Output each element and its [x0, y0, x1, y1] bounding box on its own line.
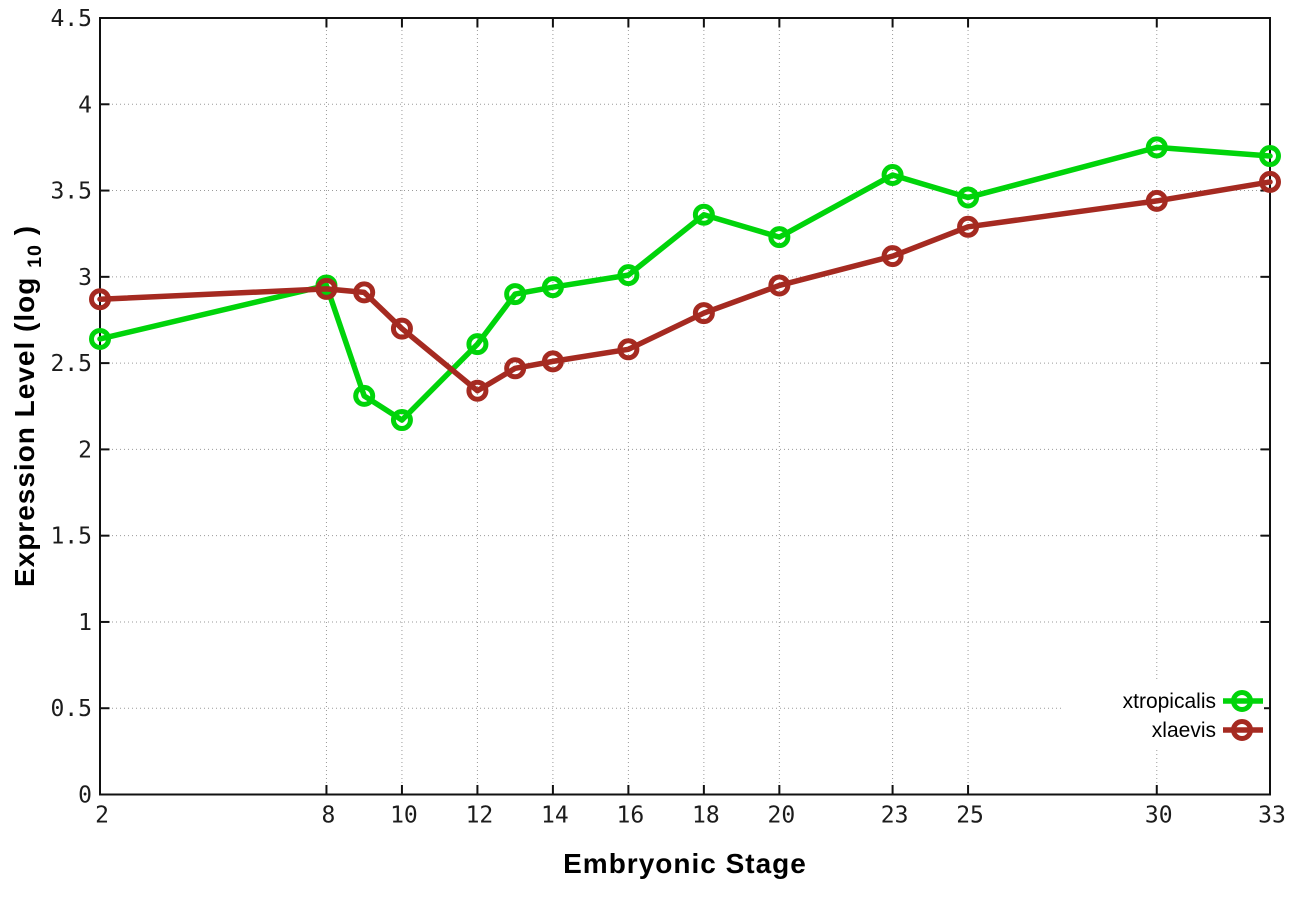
- y-axis-title-main: Expression Level (log: [9, 277, 40, 587]
- data-point-marker-xlaevis: [957, 215, 980, 238]
- data-point-marker-xtropicalis: [466, 333, 489, 356]
- y-tick-label: 4: [78, 92, 92, 118]
- data-point-marker-xlaevis: [881, 245, 904, 268]
- data-point-marker-xtropicalis: [353, 384, 376, 407]
- x-tick-label: 30: [1145, 803, 1173, 829]
- y-tick-label: 4.5: [50, 6, 92, 32]
- legend-label-xlaevis: xlaevis: [1152, 719, 1216, 742]
- axis-labels-layer: Embryonic Stage Expression Level (log 10…: [9, 225, 1264, 879]
- x-tick-label: 18: [692, 803, 720, 829]
- x-axis-title: Embryonic Stage: [563, 848, 807, 879]
- x-tick-label: 14: [541, 803, 569, 829]
- y-tick-label: 0.5: [50, 696, 92, 722]
- y-axis-title-end: ): [9, 225, 40, 235]
- x-tick-label: 8: [322, 803, 336, 829]
- y-axis-title-subscript: 10: [24, 244, 46, 268]
- data-point-marker-xtropicalis: [1145, 136, 1168, 159]
- x-tick-label: 20: [768, 803, 796, 829]
- x-tick-label: 16: [617, 803, 645, 829]
- data-point-marker-xtropicalis: [957, 186, 980, 209]
- legend-marker-xlaevis: [1223, 719, 1263, 741]
- data-point-marker-xlaevis: [504, 357, 527, 380]
- data-point-marker-xlaevis: [1145, 189, 1168, 212]
- data-point-marker-xtropicalis: [1259, 145, 1281, 168]
- y-tick-label: 1.5: [50, 524, 92, 550]
- data-point-marker-xtropicalis: [768, 226, 791, 249]
- data-point-marker-xtropicalis: [89, 327, 111, 350]
- data-point-marker-xlaevis: [466, 379, 489, 402]
- x-tick-label: 25: [956, 803, 984, 829]
- y-tick-label: 2.5: [50, 351, 92, 377]
- data-point-marker-xlaevis: [692, 302, 715, 325]
- x-tick-label: 33: [1258, 803, 1286, 829]
- data-point-marker-xlaevis: [89, 288, 111, 311]
- legend-background: [1062, 681, 1264, 747]
- data-point-marker-xlaevis: [315, 277, 338, 300]
- data-point-marker-xlaevis: [541, 350, 564, 373]
- y-tick-label: 3: [78, 265, 92, 291]
- plot-border: [99, 17, 1271, 796]
- data-point-marker-xtropicalis: [881, 164, 904, 187]
- data-point-marker-xlaevis: [390, 317, 413, 340]
- data-point-marker-xlaevis: [617, 338, 640, 361]
- series-line-xlaevis: [97, 179, 1273, 394]
- data-point-marker-xtropicalis: [692, 203, 715, 226]
- series-line-xtropicalis: [97, 144, 1273, 423]
- y-tick-label: 3.5: [50, 179, 92, 205]
- x-tick-label: 2: [95, 803, 109, 829]
- y-tick-label: 1: [78, 610, 92, 636]
- legend-marker-xtropicalis: [1223, 690, 1263, 712]
- data-point-marker-xtropicalis: [390, 409, 413, 432]
- y-tick-label: 0: [78, 783, 92, 809]
- y-tick-label: 2: [78, 437, 92, 463]
- x-tick-label: 23: [881, 803, 909, 829]
- x-tick-label: 10: [390, 803, 418, 829]
- data-point-marker-xlaevis: [768, 274, 791, 297]
- x-tick-label: 12: [466, 803, 494, 829]
- data-point-marker-xtropicalis: [504, 283, 527, 306]
- legend-label-xtropicalis: xtropicalis: [1123, 690, 1216, 713]
- data-point-marker-xlaevis: [353, 281, 376, 304]
- data-point-marker-xlaevis: [1259, 170, 1281, 193]
- data-point-marker-xtropicalis: [617, 264, 640, 287]
- y-axis-title: Expression Level (log 10 ): [9, 225, 47, 587]
- legend: xtropicalis xlaevis: [1062, 681, 1264, 747]
- data-point-marker-xtropicalis: [541, 276, 564, 299]
